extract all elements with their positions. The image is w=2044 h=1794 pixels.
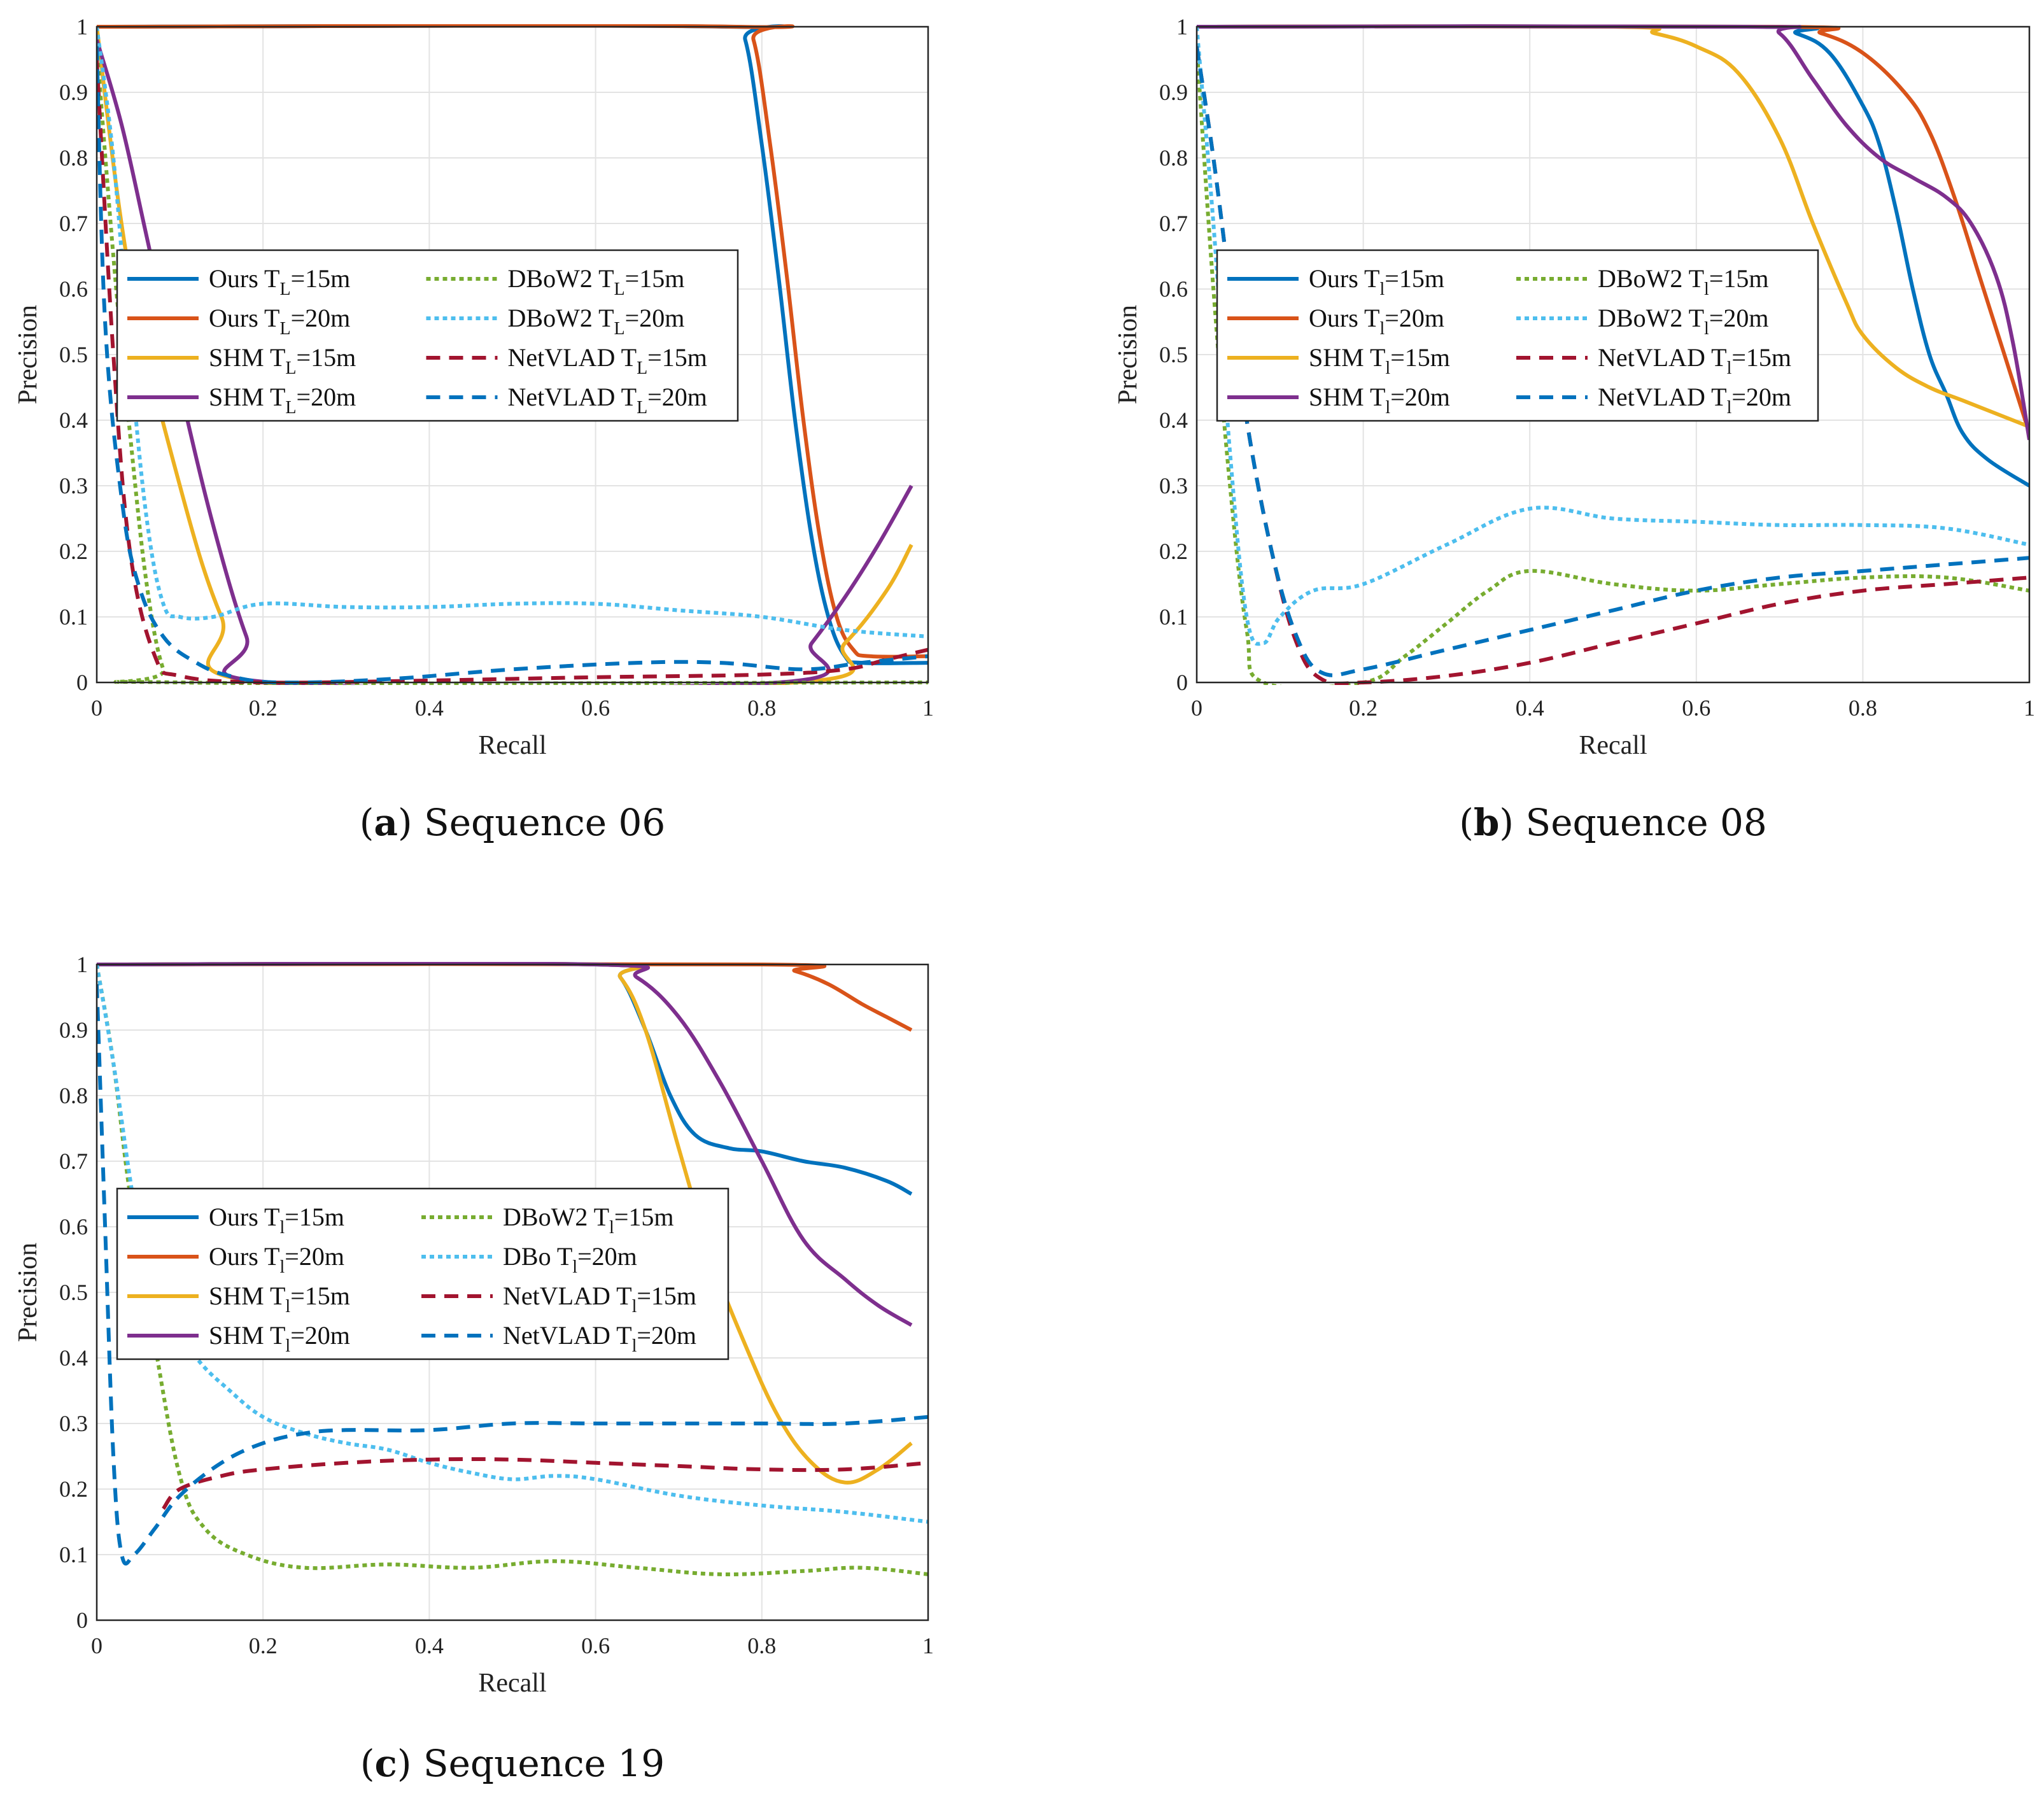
x-tick-label: 0.6 bbox=[581, 1633, 610, 1658]
y-tick-label: 1 bbox=[76, 952, 88, 977]
y-tick-label: 0.6 bbox=[59, 276, 88, 302]
legend-label-net20: NetVLAD Tl=20m bbox=[1598, 383, 1791, 418]
x-tick-label: 1 bbox=[922, 695, 934, 721]
y-tick-label: 0.6 bbox=[59, 1214, 88, 1240]
series-line-shm20 bbox=[97, 962, 913, 1327]
caption-a: (a) Sequence 06 bbox=[360, 801, 666, 844]
y-tick-label: 0.2 bbox=[1159, 539, 1188, 564]
y-tick-label: 0.3 bbox=[59, 473, 88, 498]
y-tick-label: 0.1 bbox=[1159, 604, 1188, 630]
y-tick-label: 0.7 bbox=[59, 211, 88, 236]
x-tick-label: 0 bbox=[91, 695, 102, 721]
x-tick-label: 1 bbox=[2024, 695, 2035, 721]
legend-label-dbow15: DBoW2 Tl=15m bbox=[503, 1203, 673, 1238]
y-tick-label: 1 bbox=[76, 14, 88, 39]
x-axis-label: Recall bbox=[478, 731, 546, 760]
legend-label-shm20: SHM TL=20m bbox=[209, 383, 356, 418]
y-tick-label: 0.4 bbox=[1159, 407, 1188, 433]
y-tick-label: 0.8 bbox=[59, 145, 88, 171]
legend-label-dbow20: DBo Tl=20m bbox=[503, 1242, 637, 1277]
y-tick-label: 0.8 bbox=[59, 1083, 88, 1108]
legend-label-ours15: Ours TL=15m bbox=[209, 264, 350, 299]
axes-box bbox=[1195, 25, 2031, 684]
y-tick-label: 0 bbox=[76, 1607, 88, 1633]
chart-c: 0 0.2 0.4 0.6 0.8 1 0 0.1 0.2 0.3 0.4 0.5 0.6 0.7 0.8 0… bbox=[13, 952, 934, 1785]
y-tick-label: 0.6 bbox=[1159, 276, 1188, 302]
y-tick-label: 0.4 bbox=[59, 407, 88, 433]
legend-label-shm15: SHM Tl=15m bbox=[209, 1282, 350, 1317]
legend-label-net15: NetVLAD Tl=15m bbox=[503, 1282, 696, 1317]
legend-label-shm15: SHM TL=15m bbox=[209, 343, 356, 378]
legend-label-shm20: SHM Tl=20m bbox=[209, 1321, 350, 1356]
x-tick-label: 0.6 bbox=[581, 695, 610, 721]
y-tick-label: 0 bbox=[1176, 670, 1188, 695]
x-tick-label: 0 bbox=[1191, 695, 1202, 721]
legend-label-ours20: Ours Tl=20m bbox=[1309, 304, 1444, 339]
legend-label-net20: NetVLAD Tl=20m bbox=[503, 1321, 696, 1356]
y-tick-label: 0.2 bbox=[59, 539, 88, 564]
y-axis-label: Precision bbox=[1113, 305, 1143, 404]
chart-a: 0 0.2 0.4 0.6 0.8 1 0 0.1 0.2 0.3 0.4 0.5 0.6 0.7 0.8 0… bbox=[13, 14, 934, 844]
legend-label-ours15: Ours Tl=15m bbox=[1309, 264, 1444, 299]
caption-c: (c) Sequence 19 bbox=[360, 1742, 665, 1785]
legend-label-net15: NetVLAD Tl=15m bbox=[1598, 343, 1791, 378]
y-tick-label: 0.3 bbox=[59, 1411, 88, 1436]
legend-label-dbow15: DBoW2 Tl=15m bbox=[1598, 264, 1768, 299]
legend-label-ours20: Ours Tl=20m bbox=[209, 1242, 344, 1277]
legend-label-net20: NetVLAD TL=20m bbox=[508, 383, 707, 418]
y-tick-label: 0.2 bbox=[59, 1476, 88, 1502]
x-tick-label: 0.8 bbox=[1849, 695, 1877, 721]
x-tick-label: 0.2 bbox=[1349, 695, 1378, 721]
y-tick-label: 0.5 bbox=[1159, 342, 1188, 367]
legend-label-dbow15: DBoW2 TL=15m bbox=[508, 264, 685, 299]
y-tick-label: 0.5 bbox=[59, 1280, 88, 1305]
legend-label-ours15: Ours Tl=15m bbox=[209, 1203, 344, 1238]
y-tick-label: 0.5 bbox=[59, 342, 88, 367]
legend-label-shm15: SHM Tl=15m bbox=[1309, 343, 1450, 378]
x-tick-label: 0.6 bbox=[1682, 695, 1710, 721]
x-tick-label: 1 bbox=[922, 1633, 934, 1658]
y-tick-label: 0.9 bbox=[1159, 80, 1188, 105]
y-axis-label: Precision bbox=[13, 1243, 43, 1342]
x-tick-label: 0.4 bbox=[415, 1633, 444, 1658]
legend-label-dbow20: DBoW2 Tl=20m bbox=[1598, 304, 1768, 339]
axes-box bbox=[95, 963, 929, 1621]
series-line-net15 bbox=[162, 1457, 928, 1510]
x-tick-label: 0.4 bbox=[415, 695, 444, 721]
y-tick-label: 0.1 bbox=[59, 1542, 88, 1567]
legend-label-dbow20: DBoW2 TL=20m bbox=[508, 304, 685, 339]
caption-b: (b) Sequence 08 bbox=[1459, 801, 1767, 844]
legend: Ours TL=15m Ours TL=20m SHM TL=15m SHM TL=2… bbox=[116, 249, 739, 422]
y-tick-label: 0.3 bbox=[1159, 473, 1188, 498]
x-tick-label: 0.2 bbox=[249, 1633, 278, 1658]
legend-label-shm20: SHM Tl=20m bbox=[1309, 383, 1450, 418]
x-tick-label: 0.8 bbox=[747, 1633, 776, 1658]
x-tick-label: 0 bbox=[91, 1633, 102, 1658]
x-axis-label: Recall bbox=[1579, 731, 1647, 760]
legend: Ours Tl=15m Ours Tl=20m SHM Tl=15m SHM Tl=2… bbox=[116, 1187, 729, 1360]
y-tick-label: 0.4 bbox=[59, 1345, 88, 1371]
series-line-dbow20 bbox=[1197, 26, 2029, 646]
y-tick-label: 0.7 bbox=[59, 1148, 88, 1174]
y-tick-label: 0.7 bbox=[1159, 211, 1188, 236]
y-tick-label: 0.9 bbox=[59, 80, 88, 105]
y-tick-label: 1 bbox=[1176, 14, 1188, 39]
y-tick-label: 0.1 bbox=[59, 604, 88, 630]
x-tick-label: 0.8 bbox=[747, 695, 776, 721]
legend: Ours Tl=15m Ours Tl=20m SHM Tl=15m SHM Tl=2… bbox=[1216, 249, 1819, 422]
y-tick-label: 0.9 bbox=[59, 1017, 88, 1043]
y-axis-label: Precision bbox=[13, 305, 43, 404]
series-line-net20 bbox=[97, 984, 928, 1566]
legend-label-ours20: Ours TL=20m bbox=[209, 304, 350, 339]
y-tick-label: 0 bbox=[76, 670, 88, 695]
y-tick-label: 0.8 bbox=[1159, 145, 1188, 171]
chart-b: 0 0.2 0.4 0.6 0.8 1 0 0.1 0.2 0.3 0.4 0.5 0.6 0.7 0.8 0… bbox=[1113, 14, 2035, 844]
axes-box bbox=[95, 25, 929, 684]
legend-label-net15: NetVLAD TL=15m bbox=[508, 343, 707, 378]
x-tick-label: 0.4 bbox=[1516, 695, 1544, 721]
x-tick-label: 0.2 bbox=[249, 695, 278, 721]
x-axis-label: Recall bbox=[478, 1669, 546, 1698]
series-line-net20 bbox=[97, 46, 928, 685]
